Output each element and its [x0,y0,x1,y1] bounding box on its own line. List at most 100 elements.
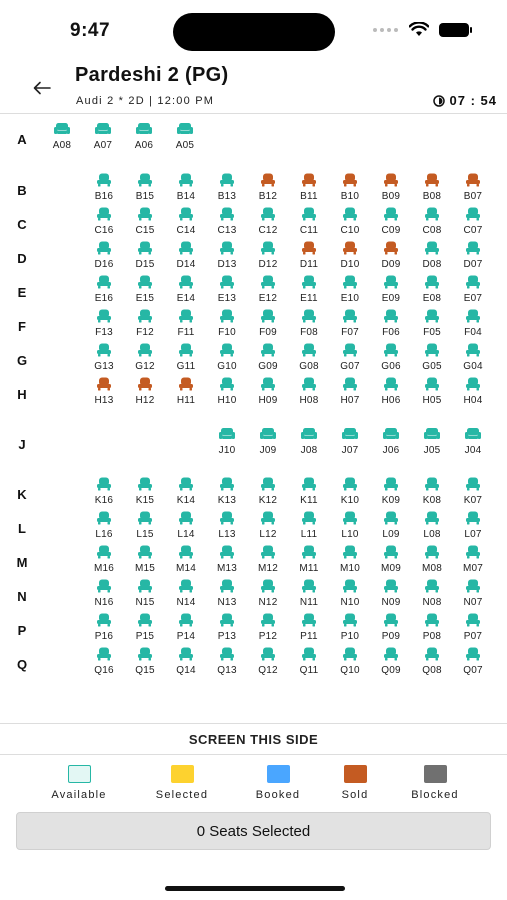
seat-e15[interactable]: E15 [126,275,164,307]
seat-m13[interactable]: M13 [208,545,246,577]
seat-l10[interactable]: L10 [331,511,369,543]
seat-a08[interactable]: A08 [43,122,81,154]
seat-e09[interactable]: E09 [372,275,410,307]
seat-m07[interactable]: M07 [454,545,492,577]
seat-q08[interactable]: Q08 [413,647,451,679]
seat-a06[interactable]: A06 [125,122,163,154]
seat-k13[interactable]: K13 [208,477,246,509]
seat-b16[interactable]: B16 [85,173,123,205]
seat-k09[interactable]: K09 [372,477,410,509]
seat-m09[interactable]: M09 [372,545,410,577]
seat-m11[interactable]: M11 [290,545,328,577]
seat-n11[interactable]: N11 [290,579,328,611]
seat-p13[interactable]: P13 [208,613,246,645]
seat-f12[interactable]: F12 [126,309,164,341]
seat-d12[interactable]: D12 [249,241,287,273]
seat-h09[interactable]: H09 [249,377,287,409]
seat-g11[interactable]: G11 [167,343,205,375]
seat-f05[interactable]: F05 [413,309,451,341]
seat-m15[interactable]: M15 [126,545,164,577]
seat-b14[interactable]: B14 [167,173,205,205]
seat-q14[interactable]: Q14 [167,647,205,679]
seat-n15[interactable]: N15 [126,579,164,611]
seat-q16[interactable]: Q16 [85,647,123,679]
seat-c09[interactable]: C09 [372,207,410,239]
seat-n16[interactable]: N16 [85,579,123,611]
seat-g12[interactable]: G12 [126,343,164,375]
seat-m08[interactable]: M08 [413,545,451,577]
seat-c15[interactable]: C15 [126,207,164,239]
seat-l16[interactable]: L16 [85,511,123,543]
seat-k10[interactable]: K10 [331,477,369,509]
seat-m12[interactable]: M12 [249,545,287,577]
seat-j07[interactable]: J07 [331,427,369,459]
seat-q09[interactable]: Q09 [372,647,410,679]
seat-k14[interactable]: K14 [167,477,205,509]
seat-h07[interactable]: H07 [331,377,369,409]
seat-c07[interactable]: C07 [454,207,492,239]
seat-p12[interactable]: P12 [249,613,287,645]
seat-g05[interactable]: G05 [413,343,451,375]
seat-q15[interactable]: Q15 [126,647,164,679]
seat-n10[interactable]: N10 [331,579,369,611]
seat-d08[interactable]: D08 [413,241,451,273]
seat-h04[interactable]: H04 [454,377,492,409]
seats-selected-button[interactable]: 0 Seats Selected [16,812,491,850]
seat-p07[interactable]: P07 [454,613,492,645]
seat-a07[interactable]: A07 [84,122,122,154]
seat-l15[interactable]: L15 [126,511,164,543]
seat-n14[interactable]: N14 [167,579,205,611]
seat-k11[interactable]: K11 [290,477,328,509]
seat-c08[interactable]: C08 [413,207,451,239]
seat-j10[interactable]: J10 [208,427,246,459]
seat-c12[interactable]: C12 [249,207,287,239]
seat-f13[interactable]: F13 [85,309,123,341]
seat-c13[interactable]: C13 [208,207,246,239]
seat-g13[interactable]: G13 [85,343,123,375]
seat-k07[interactable]: K07 [454,477,492,509]
seat-q07[interactable]: Q07 [454,647,492,679]
seat-g09[interactable]: G09 [249,343,287,375]
seat-p15[interactable]: P15 [126,613,164,645]
seat-n12[interactable]: N12 [249,579,287,611]
seat-j06[interactable]: J06 [372,427,410,459]
seat-d16[interactable]: D16 [85,241,123,273]
seat-h06[interactable]: H06 [372,377,410,409]
seat-l11[interactable]: L11 [290,511,328,543]
seat-p11[interactable]: P11 [290,613,328,645]
seat-k08[interactable]: K08 [413,477,451,509]
seat-n07[interactable]: N07 [454,579,492,611]
seat-g07[interactable]: G07 [331,343,369,375]
seat-b15[interactable]: B15 [126,173,164,205]
seat-f08[interactable]: F08 [290,309,328,341]
seat-l14[interactable]: L14 [167,511,205,543]
seat-p10[interactable]: P10 [331,613,369,645]
seat-l08[interactable]: L08 [413,511,451,543]
seat-l12[interactable]: L12 [249,511,287,543]
seat-q13[interactable]: Q13 [208,647,246,679]
seat-p16[interactable]: P16 [85,613,123,645]
seat-f09[interactable]: F09 [249,309,287,341]
seat-k15[interactable]: K15 [126,477,164,509]
seat-q11[interactable]: Q11 [290,647,328,679]
seat-e16[interactable]: E16 [85,275,123,307]
seat-d13[interactable]: D13 [208,241,246,273]
seat-k12[interactable]: K12 [249,477,287,509]
seat-m10[interactable]: M10 [331,545,369,577]
seat-m14[interactable]: M14 [167,545,205,577]
seat-e14[interactable]: E14 [167,275,205,307]
seat-f04[interactable]: F04 [454,309,492,341]
seat-e08[interactable]: E08 [413,275,451,307]
seat-h10[interactable]: H10 [208,377,246,409]
seat-f11[interactable]: F11 [167,309,205,341]
seat-d07[interactable]: D07 [454,241,492,273]
seat-p08[interactable]: P08 [413,613,451,645]
seat-l07[interactable]: L07 [454,511,492,543]
seat-c16[interactable]: C16 [85,207,123,239]
seat-n08[interactable]: N08 [413,579,451,611]
seat-j05[interactable]: J05 [413,427,451,459]
seat-n13[interactable]: N13 [208,579,246,611]
seat-j08[interactable]: J08 [290,427,328,459]
seat-h05[interactable]: H05 [413,377,451,409]
seat-f10[interactable]: F10 [208,309,246,341]
